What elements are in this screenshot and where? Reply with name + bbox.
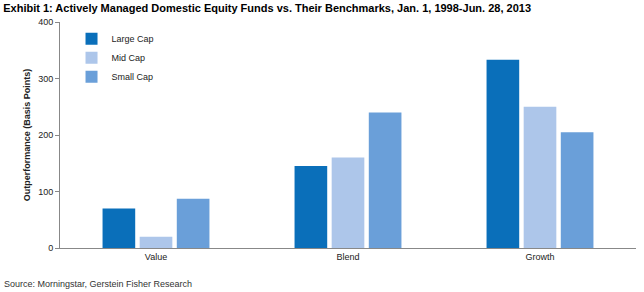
svg-text:Value: Value	[145, 252, 167, 262]
svg-text:Small Cap: Small Cap	[112, 72, 154, 82]
svg-text:Mid Cap: Mid Cap	[112, 53, 146, 63]
svg-text:Blend: Blend	[336, 252, 359, 262]
svg-text:Growth: Growth	[525, 252, 554, 262]
svg-text:Exhibit 1: Actively Managed Do: Exhibit 1: Actively Managed Domestic Equ…	[3, 2, 531, 14]
svg-text:400: 400	[38, 17, 53, 27]
svg-text:300: 300	[38, 74, 53, 84]
svg-text:Large Cap: Large Cap	[112, 34, 154, 44]
svg-text:Source: Morningstar, Gerstein: Source: Morningstar, Gerstein Fisher Res…	[4, 279, 192, 289]
svg-text:Outperformance (Basis Points): Outperformance (Basis Points)	[22, 69, 32, 202]
svg-text:0: 0	[48, 243, 53, 253]
svg-text:100: 100	[38, 187, 53, 197]
svg-text:200: 200	[38, 130, 53, 140]
